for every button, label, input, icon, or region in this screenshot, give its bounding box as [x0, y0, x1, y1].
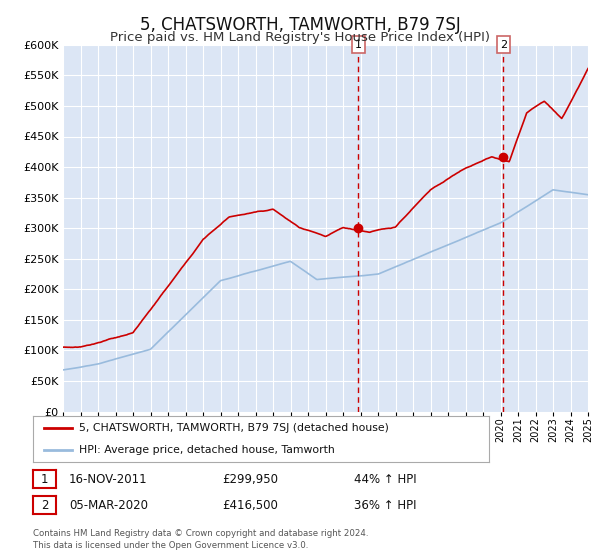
Text: Contains HM Land Registry data © Crown copyright and database right 2024.
This d: Contains HM Land Registry data © Crown c… — [33, 529, 368, 550]
Text: £299,950: £299,950 — [222, 473, 278, 486]
Text: 1: 1 — [355, 40, 362, 50]
Text: 5, CHATSWORTH, TAMWORTH, B79 7SJ: 5, CHATSWORTH, TAMWORTH, B79 7SJ — [140, 16, 460, 34]
Text: 5, CHATSWORTH, TAMWORTH, B79 7SJ (detached house): 5, CHATSWORTH, TAMWORTH, B79 7SJ (detach… — [79, 423, 388, 433]
Text: 1: 1 — [41, 473, 48, 486]
Text: 2: 2 — [500, 40, 507, 50]
Text: 2: 2 — [41, 498, 48, 512]
Text: 05-MAR-2020: 05-MAR-2020 — [69, 498, 148, 512]
Text: 44% ↑ HPI: 44% ↑ HPI — [354, 473, 416, 486]
Text: 16-NOV-2011: 16-NOV-2011 — [69, 473, 148, 486]
Text: HPI: Average price, detached house, Tamworth: HPI: Average price, detached house, Tamw… — [79, 445, 334, 455]
Text: £416,500: £416,500 — [222, 498, 278, 512]
Text: 36% ↑ HPI: 36% ↑ HPI — [354, 498, 416, 512]
Text: Price paid vs. HM Land Registry's House Price Index (HPI): Price paid vs. HM Land Registry's House … — [110, 31, 490, 44]
